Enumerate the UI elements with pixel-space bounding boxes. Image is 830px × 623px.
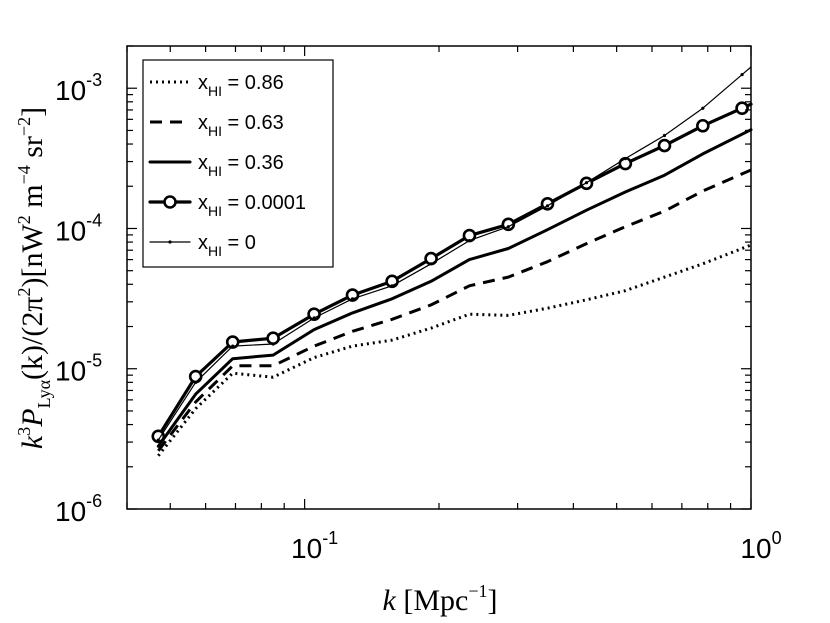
series-marker: [540, 196, 555, 211]
y-tick-label: 10-4: [55, 210, 102, 246]
series-layer: [151, 66, 753, 457]
series-point: [429, 262, 433, 266]
legend: xHI = 0.86 xHI = 0.63 xHI = 0.36 xHI = 0.00…: [142, 59, 334, 268]
series-point: [662, 133, 667, 138]
series-line-1: [157, 168, 752, 452]
legend-label-4: xHI = 0: [198, 232, 256, 259]
series-marker: [735, 101, 749, 116]
series-point: [467, 238, 472, 243]
x-tick-label: 100: [740, 528, 781, 564]
series-marker: [696, 118, 710, 133]
series-point: [740, 73, 744, 77]
series-point: [623, 156, 627, 161]
series-marker: [657, 138, 672, 153]
x-axis-label: k [Mpc−1]: [383, 581, 498, 617]
y-tick-label: 10-3: [55, 70, 102, 106]
series-point: [545, 204, 550, 208]
legend-label-0: xHI = 0.86: [198, 72, 284, 99]
series-marker: [188, 369, 203, 384]
series-point: [390, 284, 394, 288]
y-axis-label: k3PLyα(k)/(2π2)[nW2 m−4 sr−2]: [14, 107, 54, 449]
y-tick-label: 10-5: [55, 351, 102, 387]
x-tick-label: 10-1: [291, 528, 338, 564]
tick-layer: 10-1 100 10-6 10-5 10-4 10-3: [55, 45, 782, 564]
legend-items: xHI = 0.86 xHI = 0.63 xHI = 0.36 xHI = 0.00…: [148, 72, 306, 259]
legend-marker: [163, 195, 177, 209]
series-point: [506, 225, 510, 229]
series-line-2: [156, 128, 753, 448]
series-line-0: [157, 243, 752, 457]
series-point: [194, 380, 198, 384]
series-point: [156, 438, 160, 442]
legend-marker: [168, 240, 172, 244]
series-point: [701, 106, 705, 110]
series-point: [312, 316, 316, 320]
series-point: [350, 297, 355, 301]
legend-label-2: xHI = 0.36: [198, 152, 284, 179]
y-tick-label: 10-6: [55, 491, 102, 527]
series-point: [584, 181, 589, 185]
legend-label-1: xHI = 0.63: [198, 112, 284, 139]
series-point: [271, 342, 275, 346]
legend-label-3: xHI = 0.0001: [198, 192, 306, 219]
series-marker: [151, 429, 166, 444]
series-point: [231, 344, 235, 348]
